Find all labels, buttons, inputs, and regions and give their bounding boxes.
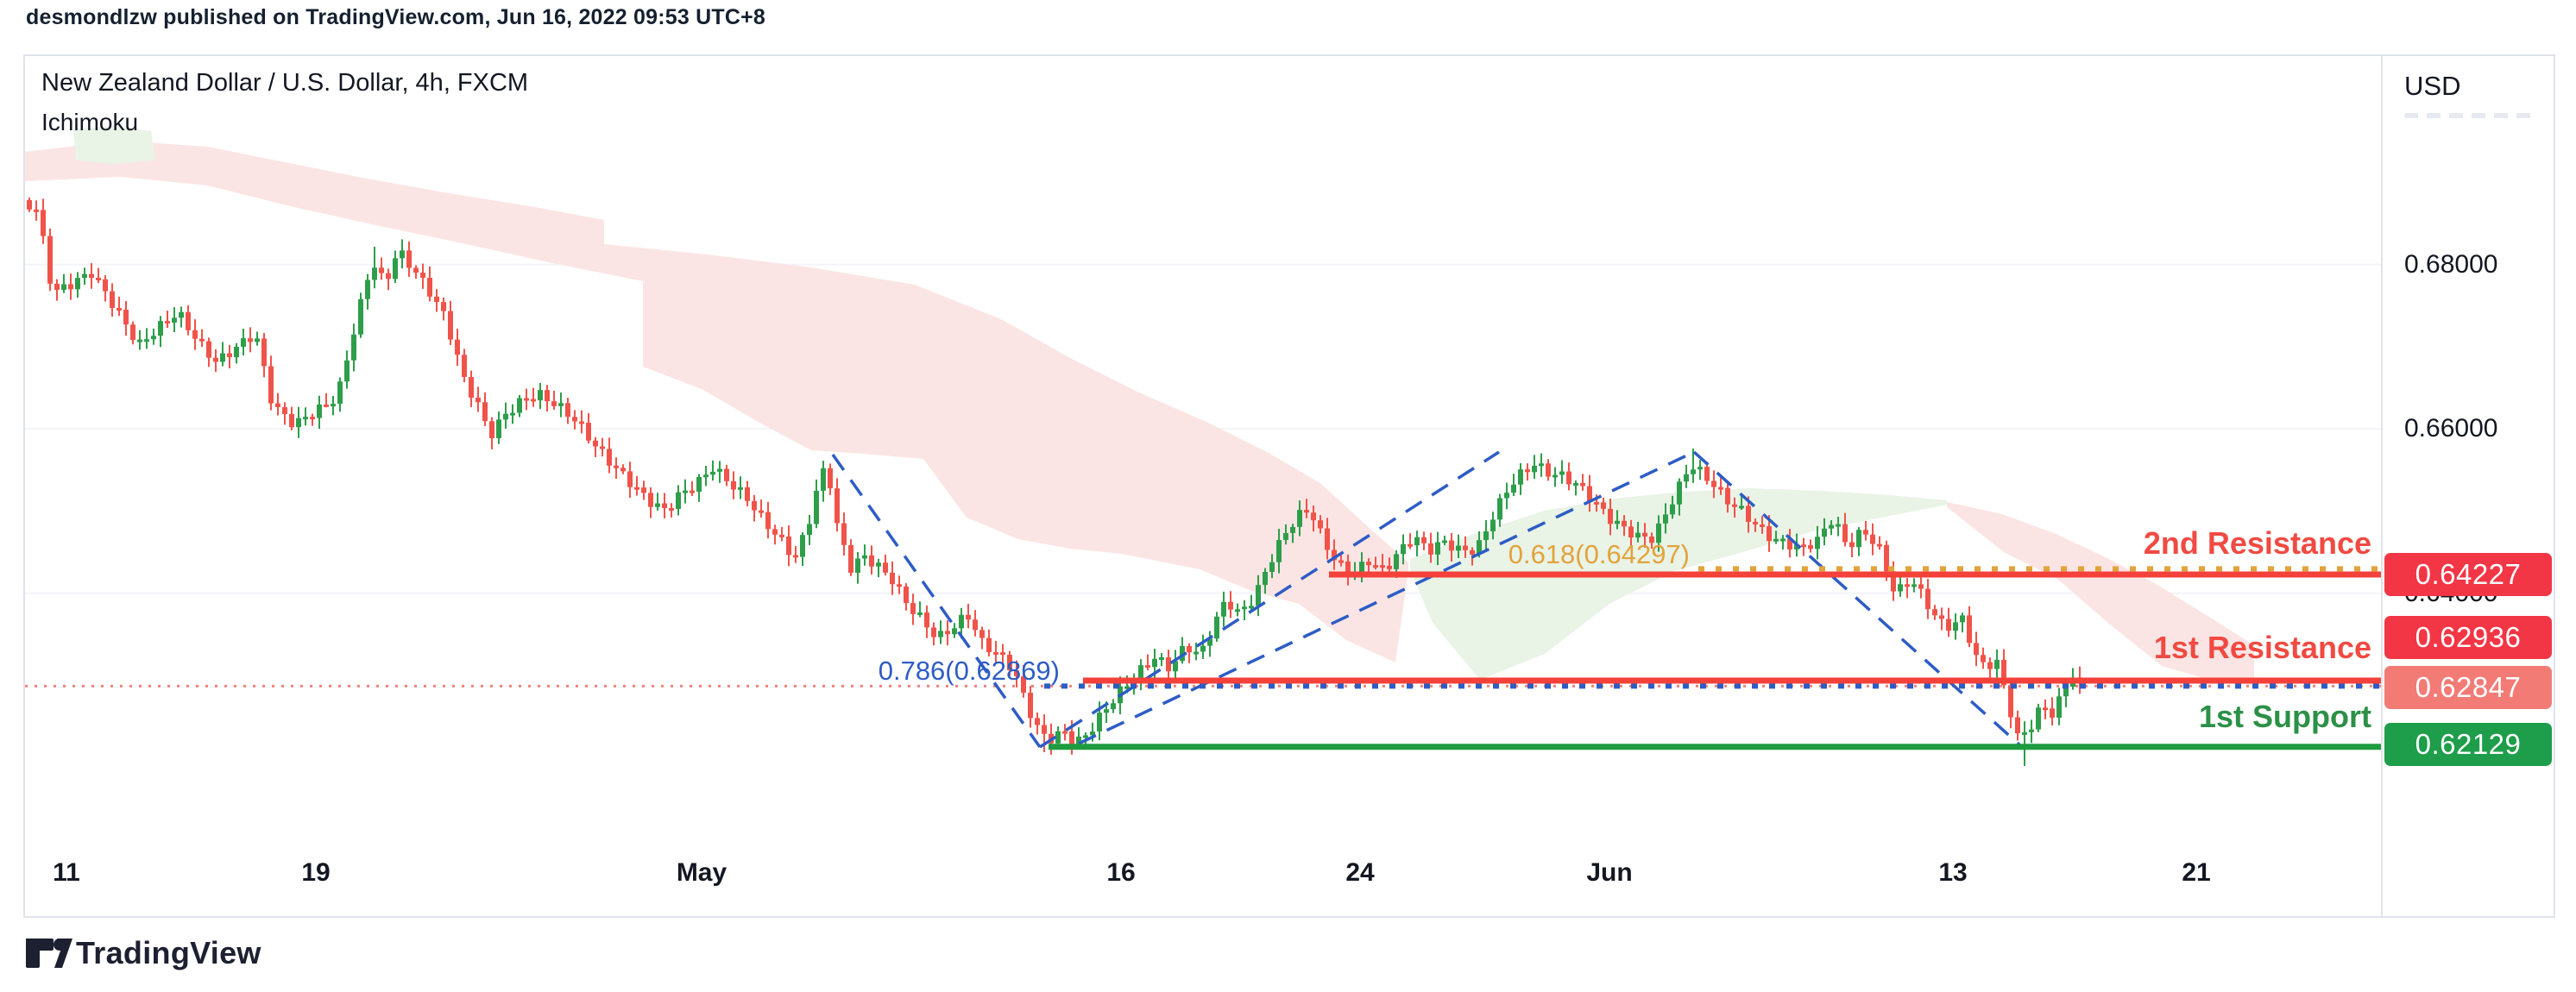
price-badge-1st-resistance: 0.62936 [2384, 616, 2552, 659]
fib-trendlines-dashed[interactable] [831, 450, 2024, 749]
chart-pane[interactable] [24, 126, 2382, 766]
candlestick-series [27, 198, 2082, 766]
tradingview-logo-icon[interactable] [24, 937, 74, 971]
price-badge-1st-support: 0.62129 [2384, 723, 2552, 766]
price-badge-2nd-resistance: 0.64227 [2384, 553, 2552, 596]
chart-frame [23, 54, 2555, 918]
price-badge-last-price: 0.62847 [2384, 666, 2552, 709]
faded-price-placeholder [2404, 113, 2534, 118]
ichimoku-cloud [25, 126, 2254, 686]
